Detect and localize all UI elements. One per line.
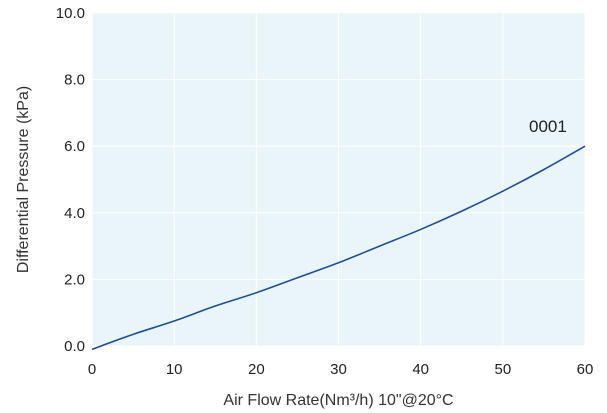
y-tick-label: 10.0 (56, 5, 85, 22)
y-tick-label: 6.0 (64, 138, 85, 155)
series-label: 0001 (529, 117, 567, 136)
y-axis-title: Differential Pressure (kPa) (15, 86, 32, 273)
y-tick-label: 2.0 (64, 271, 85, 288)
x-tick-label: 60 (577, 361, 594, 378)
x-tick-label: 0 (88, 361, 96, 378)
series-group: 0001 (91, 117, 586, 351)
grid (91, 12, 586, 347)
y-tick-label: 0.0 (64, 338, 85, 355)
x-axis-title: Air Flow Rate(Nm³/h) 10"@20°C (223, 392, 453, 409)
y-tick-label: 8.0 (64, 72, 85, 89)
x-tick-label: 10 (166, 361, 183, 378)
series-line-0001 (91, 145, 586, 351)
x-tick-label: 30 (330, 361, 347, 378)
x-tick-label: 20 (248, 361, 265, 378)
x-tick-label: 50 (494, 361, 511, 378)
y-tick-label: 4.0 (64, 205, 85, 222)
y-axis-ticks: 0.0 2.0 4.0 6.0 8.0 10.0 (56, 5, 85, 355)
x-tick-label: 40 (412, 361, 429, 378)
x-axis-ticks: 0 10 20 30 40 50 60 (88, 361, 594, 378)
